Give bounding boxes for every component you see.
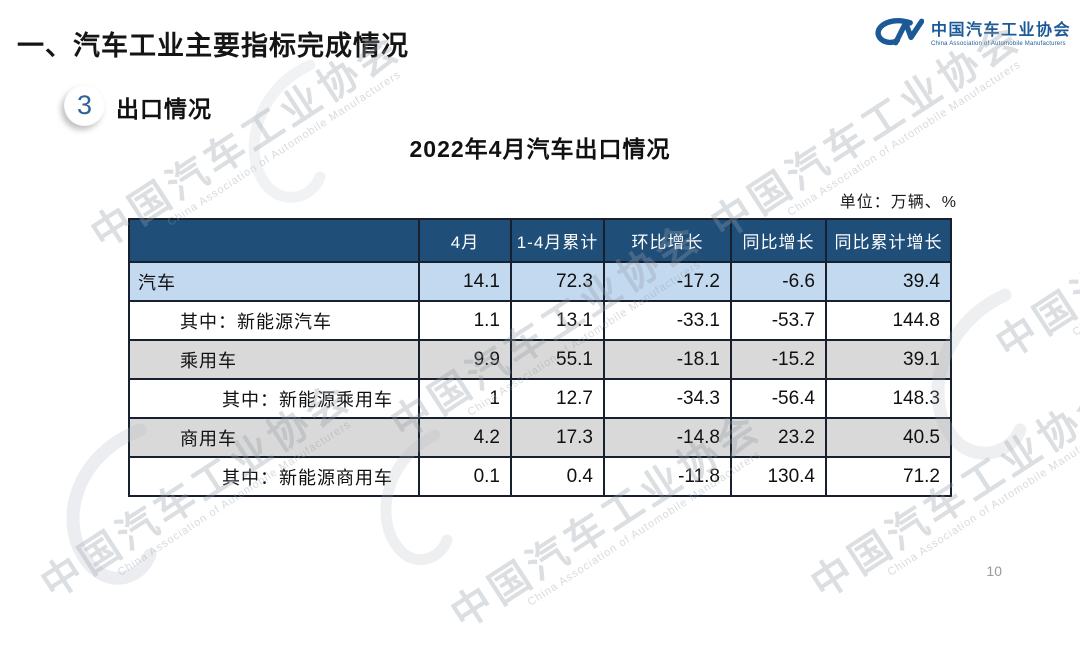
value-cell: 55.1 bbox=[510, 339, 605, 380]
value-cell: 39.4 bbox=[825, 261, 952, 302]
cm-logo-icon bbox=[872, 14, 925, 55]
value-cell: 14.1 bbox=[418, 261, 512, 302]
value-cell: 71.2 bbox=[825, 456, 952, 497]
value-cell: 148.3 bbox=[825, 378, 952, 419]
row-label: 汽车 bbox=[128, 261, 420, 302]
header-cell-mom-growth: 环比增长 bbox=[603, 218, 732, 263]
header-cell-cumulative: 1-4月累计 bbox=[510, 218, 605, 263]
value-cell: -53.7 bbox=[730, 300, 827, 341]
value-cell: 130.4 bbox=[730, 456, 827, 497]
value-cell: 40.5 bbox=[825, 417, 952, 458]
section-number: 3 bbox=[76, 90, 93, 120]
table-title: 2022年4月汽车出口情况 bbox=[409, 136, 671, 162]
value-cell: 9.9 bbox=[418, 339, 512, 380]
page-title: 一、汽车工业主要指标完成情况 bbox=[17, 31, 409, 61]
page-number: 10 bbox=[986, 563, 1002, 579]
table-row: 乘用车 9.9 55.1 -18.1 -15.2 39.1 bbox=[128, 339, 952, 380]
logo-name: 中国汽车工业协会 bbox=[931, 22, 1072, 40]
value-cell: -56.4 bbox=[730, 378, 827, 419]
value-cell: 1 bbox=[418, 378, 512, 419]
export-table: 4月 1-4月累计 环比增长 同比增长 同比累计增长 汽车 14.1 72.3 … bbox=[128, 218, 952, 497]
value-cell: -17.2 bbox=[603, 261, 732, 302]
table-row: 汽车 14.1 72.3 -17.2 -6.6 39.4 bbox=[128, 261, 952, 302]
table-row: 其中：新能源汽车 1.1 13.1 -33.1 -53.7 144.8 bbox=[128, 300, 952, 341]
export-table-container: 4月 1-4月累计 环比增长 同比增长 同比累计增长 汽车 14.1 72.3 … bbox=[128, 218, 952, 497]
table-row: 其中：新能源乘用车 1 12.7 -34.3 -56.4 148.3 bbox=[128, 378, 952, 419]
table-row: 其中：新能源商用车 0.1 0.4 -11.8 130.4 71.2 bbox=[128, 456, 952, 497]
value-cell: 39.1 bbox=[825, 339, 952, 380]
value-cell: 144.8 bbox=[825, 300, 952, 341]
value-cell: 0.4 bbox=[510, 456, 605, 497]
value-cell: 0.1 bbox=[418, 456, 512, 497]
row-label: 乘用车 bbox=[128, 339, 420, 380]
value-cell: 1.1 bbox=[418, 300, 512, 341]
value-cell: -33.1 bbox=[603, 300, 732, 341]
header-cell-yoy-growth: 同比增长 bbox=[730, 218, 827, 263]
value-cell: 17.3 bbox=[510, 417, 605, 458]
value-cell: -11.8 bbox=[603, 456, 732, 497]
value-cell: -15.2 bbox=[730, 339, 827, 380]
value-cell: 23.2 bbox=[730, 417, 827, 458]
value-cell: 72.3 bbox=[510, 261, 605, 302]
value-cell: -6.6 bbox=[730, 261, 827, 302]
header-cell-april: 4月 bbox=[418, 218, 512, 263]
watermark: 中国汽车工业协会 China Association of Automobile… bbox=[988, 134, 1080, 368]
table-row: 商用车 4.2 17.3 -14.8 23.2 40.5 bbox=[128, 417, 952, 458]
logo-name-en: China Association of Automobile Manufact… bbox=[931, 40, 1066, 47]
row-label: 其中：新能源汽车 bbox=[128, 300, 420, 341]
cam-logo: 中国汽车工业协会 China Association of Automobile… bbox=[872, 14, 1071, 55]
row-label: 商用车 bbox=[128, 417, 420, 458]
section-number-badge: 3 bbox=[64, 85, 105, 126]
table-header-row: 4月 1-4月累计 环比增长 同比增长 同比累计增长 bbox=[128, 218, 952, 263]
value-cell: -14.8 bbox=[603, 417, 732, 458]
unit-note: 单位：万辆、% bbox=[839, 194, 957, 211]
header-cell-yoy-cumulative-growth: 同比累计增长 bbox=[825, 218, 952, 263]
value-cell: -18.1 bbox=[603, 339, 732, 380]
value-cell: 13.1 bbox=[510, 300, 605, 341]
value-cell: -34.3 bbox=[603, 378, 732, 419]
value-cell: 4.2 bbox=[418, 417, 512, 458]
value-cell: 12.7 bbox=[510, 378, 605, 419]
row-label: 其中：新能源乘用车 bbox=[128, 378, 420, 419]
section-title: 出口情况 bbox=[116, 96, 212, 122]
row-label: 其中：新能源商用车 bbox=[128, 456, 420, 497]
header-cell-blank bbox=[128, 218, 420, 263]
